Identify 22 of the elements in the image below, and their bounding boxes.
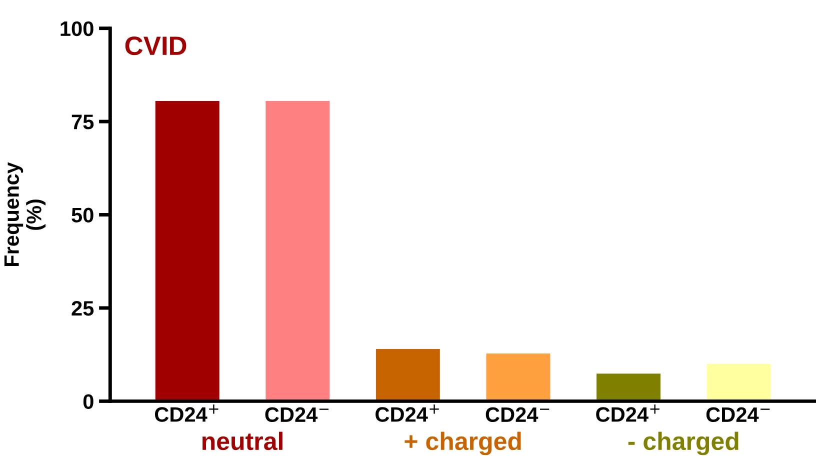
y-tick-label: 25	[72, 300, 94, 316]
y-tick-label: 50	[72, 208, 94, 223]
y-tick-label: 100	[60, 21, 94, 36]
y-tick-label: 0	[83, 394, 94, 409]
x-tick-label: CD24$^{−}$	[706, 407, 770, 422]
y-tick-label: 75	[72, 114, 94, 130]
text: + charged	[404, 432, 521, 456]
bar	[376, 348, 440, 402]
x-tick-label: CD24$^{+}$	[376, 404, 439, 422]
text: - charged	[628, 432, 738, 456]
x-tick-label: CD24$^{−}$	[486, 407, 550, 422]
bar	[596, 374, 660, 402]
x-tick-label: CD24$^{−}$	[265, 407, 329, 422]
text: neutral	[202, 432, 282, 450]
bar	[266, 101, 330, 402]
bar	[706, 364, 771, 402]
chart-title: CVID	[125, 36, 186, 56]
x-tick-label: CD24$^{+}$	[596, 404, 660, 422]
bar	[155, 101, 220, 402]
bar	[486, 353, 550, 402]
x-tick-label: CD24$^{+}$	[154, 404, 218, 422]
y-axis-title: Frequency (%)	[4, 162, 46, 266]
